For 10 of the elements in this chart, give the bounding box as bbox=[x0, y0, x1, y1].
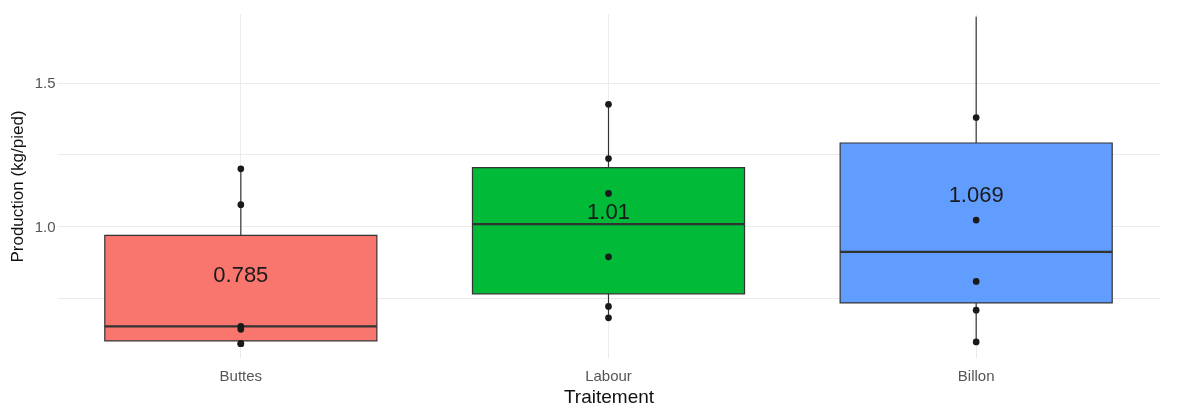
x-tick-label: Buttes bbox=[219, 366, 263, 384]
annotation: 1.01 bbox=[587, 198, 630, 224]
x-axis-title: Traitement bbox=[563, 385, 655, 407]
y-tick-label: 1.5 bbox=[34, 74, 56, 92]
annotation: 0.785 bbox=[213, 261, 269, 287]
y-axis-title: Production (kg/pied) bbox=[7, 110, 27, 263]
x-tick-label: Billon bbox=[957, 366, 995, 384]
x-tick-label: Labour bbox=[585, 366, 632, 384]
y-tick-label: 1.0 bbox=[34, 217, 56, 235]
annotation: 1.069 bbox=[948, 181, 1004, 207]
